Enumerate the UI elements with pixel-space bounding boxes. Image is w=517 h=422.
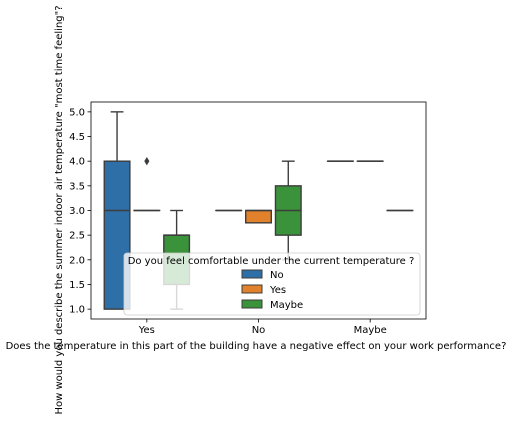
x-axis-label: Does the temperature in this part of the… xyxy=(6,341,507,352)
legend-label: Yes xyxy=(269,285,286,296)
y-tick-label: 1.5 xyxy=(69,280,85,291)
x-axis: Yes No Maybe xyxy=(138,319,387,336)
y-tick-label: 5.0 xyxy=(69,107,85,118)
legend-entries: No Yes Maybe xyxy=(241,269,303,311)
legend-swatch xyxy=(241,284,263,294)
box-yes-no xyxy=(244,209,273,224)
box-body xyxy=(103,160,131,310)
x-tick-label: Maybe xyxy=(354,325,387,336)
outlier-point xyxy=(144,157,150,166)
y-tick-label: 3.5 xyxy=(69,181,85,192)
x-tick-label: No xyxy=(252,325,266,336)
x-tick-label: Yes xyxy=(138,325,155,336)
legend-frame xyxy=(123,252,421,316)
y-tick-label: 1.0 xyxy=(69,305,85,316)
legend-label: Maybe xyxy=(270,300,303,311)
box-yes-yes xyxy=(133,157,161,212)
y-tick-label: 3.0 xyxy=(69,206,85,217)
y-tick-label: 4.0 xyxy=(69,157,85,168)
legend: Do you feel comfortable under the curren… xyxy=(123,252,421,316)
legend-label: No xyxy=(270,270,284,281)
y-tick-label: 4.5 xyxy=(69,132,85,143)
legend-entry-yes: Yes xyxy=(241,284,286,296)
legend-swatch xyxy=(241,269,263,279)
y-axis: 1.0 1.5 2.0 2.5 3.0 3.5 4.0 4.5 5.0 xyxy=(69,107,91,316)
legend-entry-no: No xyxy=(241,269,284,281)
box-no-yes xyxy=(103,111,131,310)
legend-entry-maybe: Maybe xyxy=(241,299,303,311)
y-axis-label: How would you describe the summer indoor… xyxy=(54,5,65,414)
legend-title: Do you feel comfortable under the curren… xyxy=(128,256,415,267)
y-tick-label: 2.5 xyxy=(69,231,85,242)
y-tick-label: 2.0 xyxy=(69,255,85,266)
box-body xyxy=(244,209,273,224)
legend-swatch xyxy=(241,299,263,309)
box-maybe-no xyxy=(274,160,302,261)
